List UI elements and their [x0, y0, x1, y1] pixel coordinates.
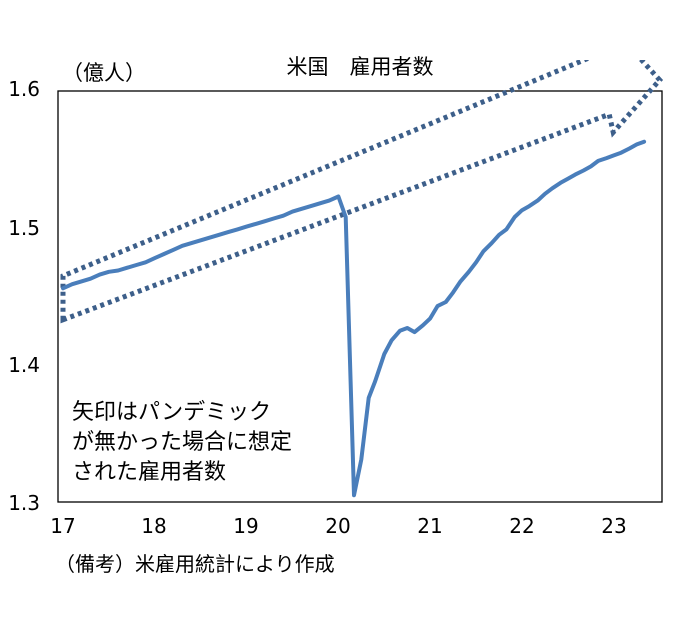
- series-line-0: [61, 139, 647, 498]
- x-tick-label-18: 18: [141, 514, 166, 538]
- series-layer: [61, 139, 647, 498]
- y-tick-labels: 1.6 1.5 1.4 1.3: [8, 77, 40, 515]
- x-tick-label-23: 23: [601, 514, 626, 538]
- annotation-line-3: された雇用者数: [72, 460, 227, 485]
- y-tick-label-1-3: 1.3: [8, 491, 40, 515]
- annotation-text: 矢印はパンデミック が無かった場合に想定 された雇用者数: [72, 398, 292, 488]
- y-axis-unit-label: （億人）: [62, 61, 146, 85]
- x-tick-labels: 17 18 19 20 21 22 23: [50, 514, 626, 538]
- x-tick-label-19: 19: [233, 514, 258, 538]
- source-note: （備考）米雇用統計により作成: [55, 552, 335, 576]
- chart-title: 米国 雇用者数: [287, 55, 434, 79]
- y-tick-label-1-5: 1.5: [8, 216, 40, 240]
- x-tick-label-20: 20: [325, 514, 350, 538]
- y-tick-label-1-4: 1.4: [8, 353, 40, 377]
- annotation-line-2: が無かった場合に想定: [72, 430, 293, 455]
- x-tick-label-17: 17: [50, 514, 75, 538]
- trend-band-outline: [60, 60, 664, 324]
- x-tick-label-22: 22: [509, 514, 534, 538]
- trend-band-arrow: [60, 60, 664, 324]
- plot-area-frame: [57, 90, 663, 503]
- x-tick-label-21: 21: [417, 514, 442, 538]
- annotation-line-1: 矢印はパンデミック: [72, 400, 272, 425]
- y-tick-label-1-6: 1.6: [8, 77, 40, 101]
